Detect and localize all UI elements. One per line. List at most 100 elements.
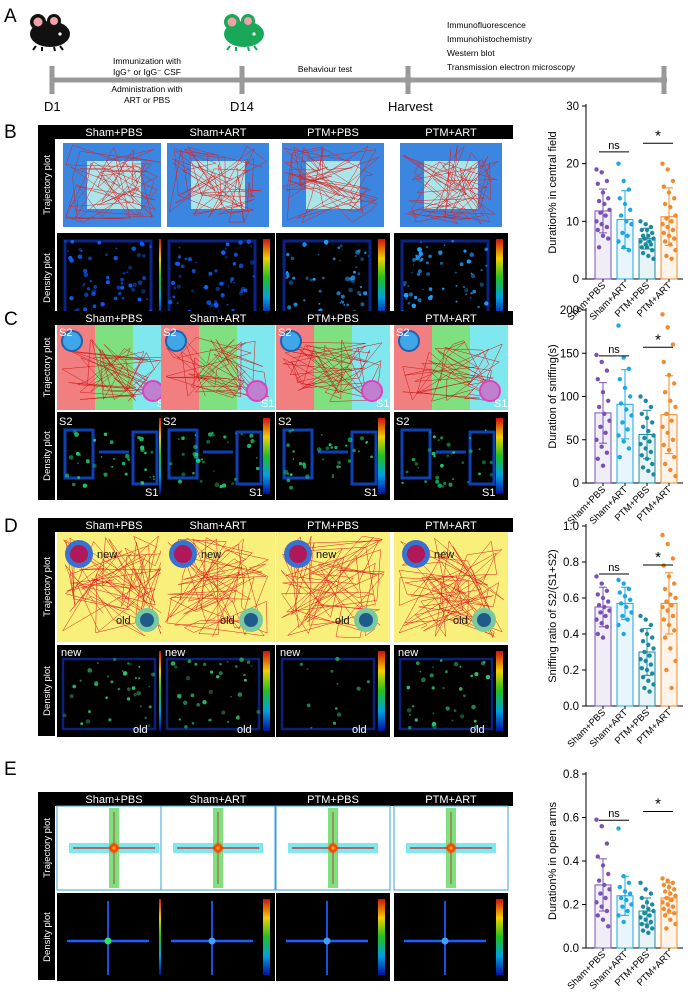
data-point <box>596 603 602 608</box>
label-s1: S1 <box>494 398 507 410</box>
density-spot <box>214 269 218 273</box>
density-center <box>323 937 331 945</box>
density-spot <box>485 674 491 680</box>
density-spot <box>463 694 466 698</box>
density-spot <box>363 291 368 296</box>
density-spot <box>100 456 103 458</box>
data-point <box>643 398 648 403</box>
panel-d-side-bar <box>38 532 55 736</box>
panel-c-header-label: PTM+ART <box>425 313 477 325</box>
data-point <box>665 878 670 883</box>
density-spot <box>174 665 178 669</box>
data-point <box>639 411 644 416</box>
density-spot <box>233 281 236 284</box>
density-spot <box>249 245 253 248</box>
y-axis-label: Duration of sniffing(s) <box>547 344 559 448</box>
data-point <box>603 895 608 901</box>
density-spot <box>484 301 489 306</box>
y-axis-label: Duration% in central field <box>547 131 559 253</box>
y-tick-label: 0.2 <box>563 900 579 912</box>
panel-e-trajectory-label: Trajectory plot <box>42 818 53 878</box>
data-point <box>639 921 644 927</box>
data-point <box>603 213 608 218</box>
data-point <box>598 424 603 429</box>
data-point <box>604 588 610 593</box>
density-spot <box>138 677 141 680</box>
data-point <box>617 884 622 890</box>
density-spot <box>133 693 137 697</box>
density-spot <box>77 476 80 479</box>
data-point <box>638 880 643 885</box>
label-assay-1: Immunofluorescence <box>447 20 526 30</box>
density-spot <box>77 254 83 259</box>
density-spot <box>464 288 469 293</box>
data-point <box>628 597 633 602</box>
data-point <box>606 196 611 201</box>
density-spot <box>88 256 92 261</box>
density-spot <box>348 287 353 293</box>
label-new: new <box>165 647 185 659</box>
density-spot <box>70 239 75 244</box>
panel-d-header-label: Sham+ART <box>190 520 247 532</box>
density-spot <box>172 295 176 299</box>
density-spot <box>360 302 365 307</box>
density-spot <box>148 685 151 688</box>
data-point <box>625 427 630 432</box>
panel-e-header-label: Sham+ART <box>190 794 247 806</box>
density-spot <box>87 710 91 714</box>
y-tick-label: 10 <box>566 216 579 228</box>
data-point <box>646 678 651 683</box>
trajectory-path <box>62 535 168 637</box>
density-spot <box>199 479 203 483</box>
density-spot <box>87 668 92 673</box>
y-tick-label: 0.6 <box>563 593 579 605</box>
density-spot <box>454 271 457 274</box>
data-point <box>672 581 677 586</box>
data-point <box>616 622 621 628</box>
density-spot <box>72 684 77 689</box>
data-point <box>651 433 656 438</box>
density-spot <box>181 472 186 477</box>
density-spot <box>141 243 145 247</box>
data-point <box>617 377 622 382</box>
density-spot <box>252 275 255 278</box>
density-spot <box>105 696 108 699</box>
density-spot <box>418 269 422 274</box>
density-spot <box>120 285 125 290</box>
panel-b-header-label: Sham+PBS <box>85 127 142 139</box>
density-spot <box>337 246 341 249</box>
density-spot <box>178 246 181 249</box>
density-spot <box>108 718 112 722</box>
density-spot <box>299 662 303 667</box>
data-point <box>639 453 644 458</box>
density-spot <box>232 261 237 266</box>
data-point <box>626 446 632 451</box>
data-point <box>638 219 643 224</box>
panel-b-side-bar <box>38 139 55 323</box>
data-point <box>669 418 674 423</box>
density-spot <box>470 273 476 279</box>
data-point <box>621 439 626 444</box>
density-spot <box>411 457 416 462</box>
density-spot <box>192 471 195 475</box>
density-spot <box>105 280 110 285</box>
density-spot <box>136 253 141 258</box>
data-point <box>599 824 604 829</box>
label-administration: Administration with <box>111 84 183 94</box>
density-spot <box>147 724 151 728</box>
density-spot <box>71 482 76 487</box>
density-spot <box>412 264 415 266</box>
label-new: new <box>398 647 418 659</box>
data-point <box>595 227 600 233</box>
density-spot <box>255 456 258 459</box>
data-point <box>640 928 646 933</box>
density-spot <box>460 714 465 719</box>
label-new: new <box>316 549 336 561</box>
panel-e-column <box>160 805 276 981</box>
density-spot <box>74 432 79 437</box>
density-spot <box>360 436 364 441</box>
label-s1: S1 <box>145 487 158 499</box>
density-background <box>276 893 390 981</box>
